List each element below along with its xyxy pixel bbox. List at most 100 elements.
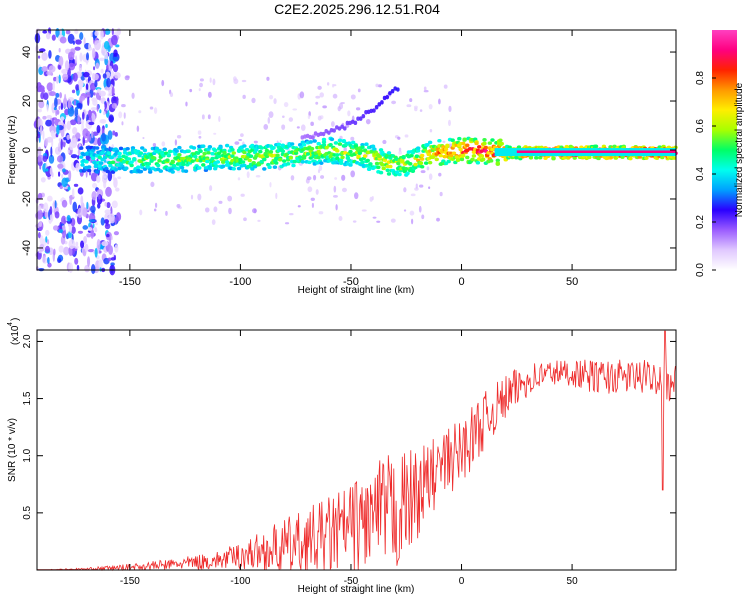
band-blob <box>242 163 247 168</box>
band-blob <box>498 138 503 143</box>
noise-blob <box>86 233 92 238</box>
scatter-blob <box>176 135 182 139</box>
noise-blob <box>51 34 56 41</box>
snr-y-scale-close: ) <box>10 318 21 321</box>
scatter-blob <box>240 133 244 138</box>
band-blob <box>418 161 424 166</box>
noise-blob <box>68 170 72 181</box>
band-blob <box>462 137 467 142</box>
noise-blob <box>88 109 92 118</box>
scatter-blob <box>436 217 440 222</box>
noise-blob <box>74 106 79 118</box>
band-blob <box>177 152 182 157</box>
scatter-blob <box>169 92 174 97</box>
noise-blob <box>61 199 68 208</box>
scatter-blob <box>354 192 359 200</box>
scatter-blob <box>263 123 269 130</box>
band-blob <box>291 163 296 168</box>
noise-blob <box>51 172 54 178</box>
noise-blob <box>96 238 101 250</box>
noise-blob <box>114 217 117 225</box>
snr-x-label: Height of straight line (km) <box>298 584 415 595</box>
noise-blob <box>110 257 116 261</box>
band-blob <box>419 164 425 169</box>
noise-blob <box>102 73 107 79</box>
band-blob <box>339 161 344 165</box>
band-blob <box>438 153 443 158</box>
scatter-blob <box>438 172 442 177</box>
noise-blob <box>45 32 51 40</box>
scatter-blob <box>238 138 243 141</box>
scatter-blob <box>234 141 240 145</box>
noise-blob <box>110 235 113 241</box>
band-blob <box>477 145 482 149</box>
scatter-blob <box>197 130 202 135</box>
scatter-blob <box>398 150 402 155</box>
noise-blob <box>65 29 71 35</box>
scatter-blob <box>350 94 356 100</box>
snr-y-ticks: 0.5 1.0 1.5 2.0 <box>22 334 676 520</box>
band-blob <box>93 164 99 169</box>
noise-blob <box>54 97 58 108</box>
noise-blob <box>101 241 109 247</box>
band-blob <box>486 151 491 155</box>
band-blob <box>397 172 402 177</box>
scatter-blob <box>198 135 202 139</box>
noise-blob <box>90 172 98 182</box>
band-blob <box>482 141 487 146</box>
noise-blob <box>98 57 106 62</box>
band-blob <box>214 164 219 168</box>
band-blob <box>427 140 433 145</box>
band-blob <box>386 172 392 176</box>
scatter-blob <box>331 83 335 88</box>
band-blob <box>443 147 449 152</box>
scatter-blob <box>255 175 261 178</box>
band-blob <box>370 144 376 149</box>
noise-blob <box>64 93 67 103</box>
band-blob <box>94 170 100 174</box>
band-blob <box>215 160 221 164</box>
noise-blob <box>96 88 102 94</box>
scatter-blob <box>375 83 379 88</box>
band-blob <box>193 154 198 159</box>
scatter-blob <box>189 88 193 93</box>
band-blob <box>343 151 348 155</box>
band-blob <box>408 162 413 166</box>
noise-blob <box>69 195 72 206</box>
noise-blob <box>72 201 78 213</box>
scatter-blob <box>257 219 261 222</box>
noise-blob <box>94 227 98 233</box>
band-blob <box>236 166 242 171</box>
noise-blob <box>99 109 102 114</box>
noise-blob <box>50 130 55 137</box>
branch-blob <box>396 87 400 92</box>
scatter-blob <box>428 186 431 189</box>
noise-blob <box>42 130 45 140</box>
band-blob <box>138 151 144 156</box>
scatter-blob <box>290 175 295 181</box>
branch-blob <box>329 128 334 133</box>
noise-blob <box>63 123 67 132</box>
band-blob <box>427 160 433 165</box>
noise-blob <box>107 130 113 140</box>
scatter-blob <box>429 128 433 133</box>
band-blob <box>415 146 421 150</box>
noise-blob <box>85 91 91 99</box>
noise-blob <box>86 52 90 61</box>
band-blob <box>461 141 466 146</box>
band-blob <box>280 149 286 154</box>
noise-blob <box>68 52 72 58</box>
band-blob <box>449 153 454 158</box>
band-blob <box>538 155 543 160</box>
noise-blob <box>96 175 101 183</box>
noise-blob <box>91 130 94 139</box>
scatter-blob <box>299 91 305 99</box>
noise-blob <box>72 127 78 135</box>
noise-blob <box>67 230 72 239</box>
band-blob <box>488 159 494 163</box>
noise-blob <box>78 81 83 92</box>
band-blob <box>258 149 263 154</box>
band-blob <box>165 158 170 162</box>
scatter-blob <box>142 136 145 140</box>
band-blob <box>471 154 477 158</box>
